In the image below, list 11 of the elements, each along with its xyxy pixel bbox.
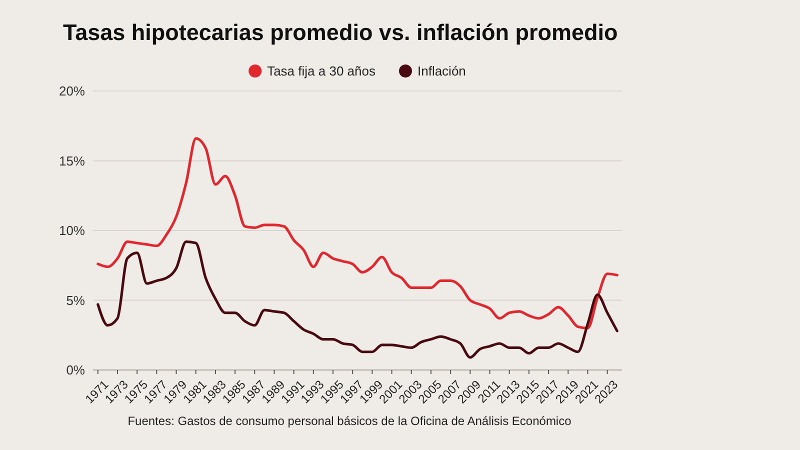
chart-title: Tasas hipotecarias promedio vs. inflación promedio	[63, 20, 618, 45]
legend-label: Inflación	[417, 64, 466, 78]
line-series	[96, 240, 618, 359]
y-tick-label: 15%	[58, 153, 86, 168]
y-tick-label: 5%	[66, 292, 86, 308]
source-note: Fuentes: Gastos de consumo personal básicos de la Oficina de Análisis Económico	[128, 414, 572, 428]
y-tick-label: 0%	[66, 362, 86, 378]
y-tick-label: 10%	[58, 223, 86, 238]
legend-label: Tasa fija a 30 años	[267, 64, 376, 78]
y-tick-label: 20%	[58, 84, 86, 98]
line-series	[96, 137, 618, 330]
